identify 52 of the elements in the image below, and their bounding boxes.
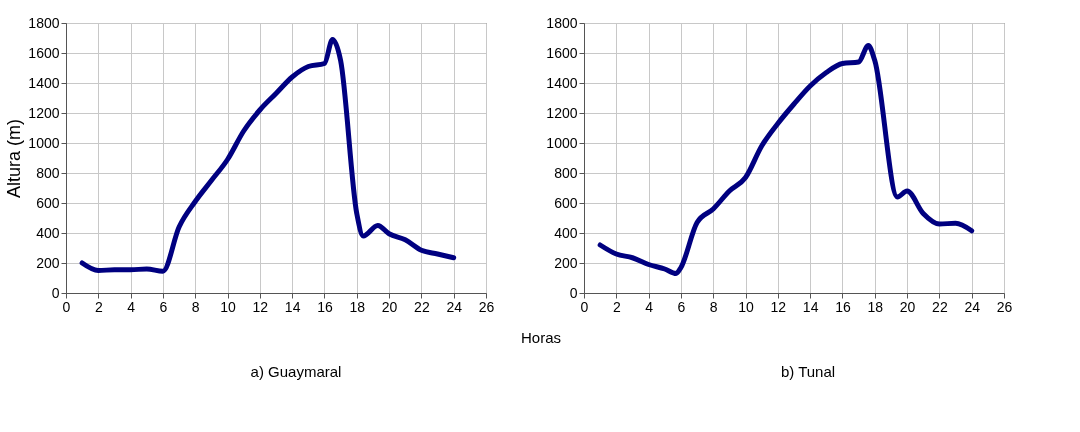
x-tick-label: 8 [709, 298, 718, 315]
x-tick-label: 2 [94, 298, 103, 315]
y-tick-label: 600 [554, 194, 578, 211]
x-tick-label: 24 [446, 298, 463, 315]
y-tick-label: 1400 [28, 74, 60, 91]
y-tick-label: 400 [554, 224, 578, 241]
x-tick-label: 22 [932, 298, 948, 315]
y-tick-label: 200 [36, 254, 60, 271]
y-tick-label: 800 [554, 164, 578, 181]
x-tick-label: 0 [62, 298, 71, 315]
y-tick-label: 1000 [546, 134, 578, 151]
x-tick-label: 6 [159, 298, 168, 315]
y-tick-label: 1200 [546, 104, 578, 121]
x-tick-label: 24 [964, 298, 981, 315]
y-tick-label: 800 [36, 164, 60, 181]
y-tick-label: 400 [36, 224, 60, 241]
y-tick-label: 1600 [546, 44, 578, 61]
y-tick-label: 1000 [28, 134, 60, 151]
y-tick-label: 1800 [546, 14, 578, 31]
x-tick-label: 20 [899, 298, 916, 315]
text: a) Guaymaral [250, 363, 342, 380]
y-tick-label: 600 [36, 194, 60, 211]
x-tick-label: 26 [996, 298, 1013, 315]
x-tick-label: 16 [317, 298, 333, 315]
x-tick-label: 10 [220, 298, 237, 315]
y-tick-label: 0 [51, 284, 60, 301]
y-tick-label: 200 [554, 254, 578, 271]
x-tick-label: 12 [252, 298, 269, 315]
y-axis-title: Altura (m) [4, 118, 25, 199]
x-tick-label: 14 [802, 298, 819, 315]
x-tick-label: 22 [414, 298, 430, 315]
x-tick-label: 16 [835, 298, 851, 315]
y-tick-label: 1600 [28, 44, 60, 61]
y-tick-label: 1400 [546, 74, 578, 91]
x-tick-label: 0 [580, 298, 589, 315]
x-tick-label: 6 [677, 298, 686, 315]
x-tick-label: 10 [738, 298, 755, 315]
x-tick-label: 18 [349, 298, 366, 315]
y-tick-label: 1800 [28, 14, 60, 31]
x-tick-label: 8 [191, 298, 200, 315]
x-tick-label: 26 [478, 298, 495, 315]
x-tick-label: 18 [867, 298, 884, 315]
x-tick-label: 14 [284, 298, 301, 315]
x-tick-label: 4 [127, 298, 136, 315]
y-tick-label: 0 [569, 284, 578, 301]
x-tick-label: 2 [612, 298, 621, 315]
text: b) Tunal [780, 363, 836, 380]
x-tick-label: 4 [645, 298, 654, 315]
x-axis-title: Horas [520, 329, 562, 346]
y-tick-label: 1200 [28, 104, 60, 121]
x-tick-label: 20 [381, 298, 398, 315]
x-tick-label: 12 [770, 298, 787, 315]
